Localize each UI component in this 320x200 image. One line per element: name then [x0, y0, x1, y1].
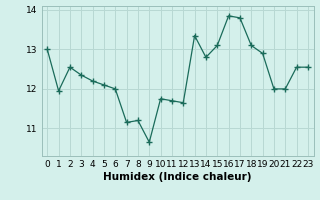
X-axis label: Humidex (Indice chaleur): Humidex (Indice chaleur): [103, 172, 252, 182]
